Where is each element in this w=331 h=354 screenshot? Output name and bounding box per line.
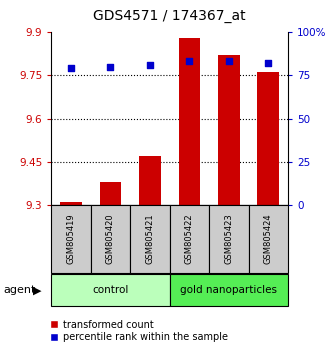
Bar	[178, 38, 200, 205]
Bar	[130, 205, 169, 273]
Text: control: control	[92, 285, 129, 295]
Text: GSM805422: GSM805422	[185, 213, 194, 264]
Text: GSM805424: GSM805424	[264, 213, 273, 264]
Bar	[169, 205, 209, 273]
Text: GSM805420: GSM805420	[106, 213, 115, 264]
Bar	[249, 205, 288, 273]
Point	[265, 60, 271, 66]
Bar	[51, 205, 91, 273]
Text: GSM805419: GSM805419	[67, 213, 75, 264]
Point	[69, 65, 74, 71]
Point	[147, 62, 153, 68]
Bar	[139, 156, 161, 205]
Point	[226, 58, 231, 64]
Text: ▶: ▶	[33, 285, 42, 295]
Text: gold nanoparticles: gold nanoparticles	[180, 285, 277, 295]
Bar	[218, 55, 240, 205]
Point	[108, 64, 113, 69]
Bar	[258, 72, 279, 205]
Bar	[60, 202, 82, 205]
Bar	[91, 205, 130, 273]
Bar	[209, 205, 249, 273]
Text: GDS4571 / 174367_at: GDS4571 / 174367_at	[93, 9, 246, 23]
Legend: transformed count, percentile rank within the sample: transformed count, percentile rank withi…	[50, 320, 228, 342]
Point	[187, 58, 192, 64]
Bar	[100, 182, 121, 205]
Bar	[169, 274, 288, 306]
Text: GSM805421: GSM805421	[145, 213, 155, 264]
Text: agent: agent	[3, 285, 36, 295]
Bar	[51, 274, 169, 306]
Text: GSM805423: GSM805423	[224, 213, 233, 264]
